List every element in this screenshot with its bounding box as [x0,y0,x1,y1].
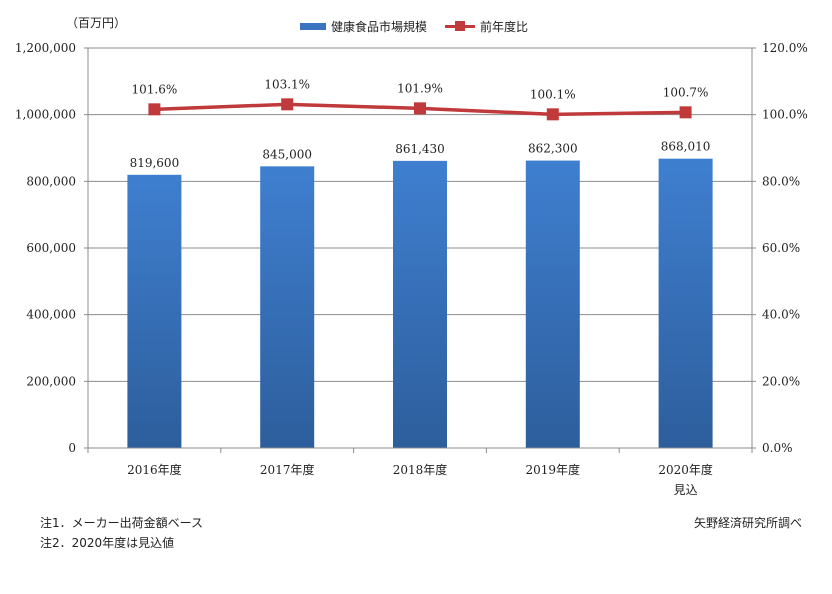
legend-item-bar: 健康食品市場規模 [300,18,427,35]
bar-value-label: 861,430 [395,142,445,156]
x-tick-label: 2018年度 [393,462,448,477]
note-1: 注1．メーカー出荷金額ベース [40,516,204,530]
x-tick-label: 2019年度 [526,462,581,477]
legend-item-line: 前年度比 [445,18,528,35]
y-right-tick-label: 0.0% [762,441,793,455]
bar-value-label: 819,600 [130,156,180,170]
line-point [281,98,294,111]
x-tick-label: 2017年度 [260,462,315,477]
chart-legend: 健康食品市場規模 前年度比 [300,18,546,35]
y-left-tick-label: 0 [68,441,76,455]
bar [658,158,713,448]
y-left-tick-label: 200,000 [26,374,76,388]
bar-value-label: 862,300 [528,142,578,156]
line-point [679,106,692,119]
bar [525,160,580,449]
x-tick-label: 2016年度 [127,462,182,477]
y-right-tick-label: 40.0% [762,308,800,322]
bar [127,174,182,449]
line-point [546,108,559,121]
legend-label-line: 前年度比 [480,20,529,34]
line-value-label: 103.1% [264,77,310,91]
source-note: 矢野経済研究所調べ [693,516,802,530]
bar-series [127,158,713,449]
line-series [148,98,692,121]
line-point [148,103,161,116]
y-left-tick-label: 1,000,000 [15,108,76,122]
bar [393,160,447,448]
x-tick-sublabel: 見込 [674,483,698,497]
y-right-tick-label: 120.0% [762,41,808,55]
unit-label: （百万円） [66,16,127,30]
axes: 0 200,000 400,000 600,000 800,000 1,000,000 1,… [15,41,808,497]
line-value-label: 100.1% [530,87,576,101]
bar-value-label: 868,010 [661,140,711,154]
legend-label-bar: 健康食品市場規模 [331,20,428,34]
legend-swatch-bar [300,23,326,30]
bar [260,166,315,449]
y-right-tick-label: 20.0% [762,374,800,388]
line-value-label: 101.9% [397,81,443,95]
y-right-tick-label: 80.0% [762,174,800,188]
bar-value-label: 845,000 [262,147,312,161]
y-left-tick-label: 600,000 [26,241,76,255]
line-value-label: 100.7% [663,85,709,99]
y-right-tick-label: 60.0% [762,241,800,255]
y-left-tick-label: 1,200,000 [15,41,76,55]
data-labels: 819,600 845,000 861,430 862,300 868,010 101.6… [130,77,711,169]
line-point [414,102,426,115]
line-value-label: 101.6% [132,82,178,96]
y-right-tick-label: 100.0% [762,108,808,122]
note-2: 注2．2020年度は見込値 [40,536,175,550]
y-left-tick-label: 400,000 [26,308,76,322]
y-left-tick-label: 800,000 [26,174,76,188]
x-tick-label: 2020年度 [658,462,713,477]
legend-swatch-line [445,21,476,31]
